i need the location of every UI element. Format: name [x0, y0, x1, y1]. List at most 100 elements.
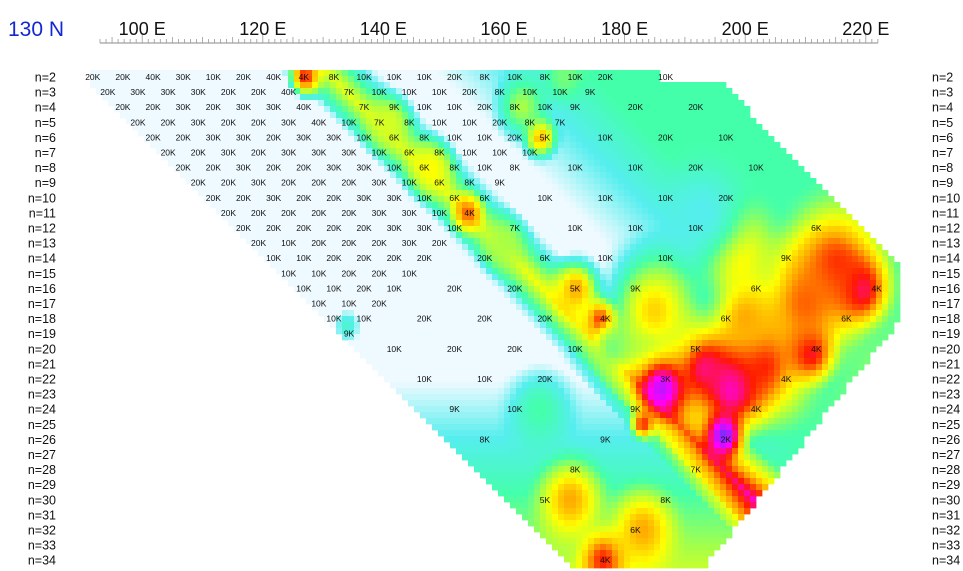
heatmap-cell — [660, 124, 667, 131]
heatmap-cell — [204, 142, 211, 149]
heatmap-cell — [306, 214, 313, 221]
heatmap-cell — [540, 70, 547, 77]
heatmap-cell — [462, 70, 469, 77]
heatmap-cell — [414, 358, 421, 365]
heatmap-cell — [606, 124, 613, 131]
heatmap-cell — [756, 334, 763, 341]
heatmap-cell — [588, 238, 595, 245]
heatmap-cell — [312, 256, 319, 263]
heatmap-cell — [714, 226, 721, 233]
heatmap-cell — [696, 160, 703, 167]
heatmap-cell — [570, 124, 577, 131]
heatmap-cell — [726, 106, 733, 113]
heatmap-cell — [864, 298, 871, 305]
heatmap-cell — [750, 130, 757, 137]
heatmap-cell — [534, 244, 541, 251]
heatmap-cell — [372, 322, 379, 329]
heatmap-cell — [300, 94, 307, 101]
heatmap-cell — [438, 310, 445, 317]
heatmap-cell — [402, 220, 409, 227]
heatmap-cell — [534, 328, 541, 335]
heatmap-cell — [420, 262, 427, 269]
heatmap-cell — [660, 340, 667, 347]
heatmap-cell — [618, 118, 625, 125]
heatmap-cell — [654, 166, 661, 173]
heatmap-cell — [306, 142, 313, 149]
heatmap-cell — [792, 214, 799, 221]
heatmap-cell — [468, 208, 475, 215]
heatmap-cell — [780, 190, 787, 197]
heatmap-cell — [690, 274, 697, 281]
heatmap-cell — [348, 172, 355, 179]
heatmap-cell — [228, 190, 235, 197]
heatmap-cell — [558, 118, 565, 125]
heatmap-cell — [780, 238, 787, 245]
heatmap-cell — [756, 226, 763, 233]
heatmap-cell — [414, 118, 421, 125]
heatmap-cell — [738, 250, 745, 257]
heatmap-cell — [696, 358, 703, 365]
heatmap-cell — [834, 214, 841, 221]
heatmap-cell — [654, 100, 661, 107]
heatmap-cell — [210, 142, 217, 149]
heatmap-cell — [762, 298, 769, 305]
heatmap-cell — [798, 322, 805, 329]
heatmap-cell — [858, 250, 865, 257]
heatmap-cell — [300, 256, 307, 263]
heatmap-cell — [846, 220, 853, 227]
heatmap-cell — [252, 166, 259, 173]
heatmap-cell — [474, 172, 481, 179]
heatmap-cell — [288, 256, 295, 263]
heatmap-cell — [660, 220, 667, 227]
heatmap-cell — [438, 262, 445, 269]
heatmap-cell — [642, 358, 649, 365]
heatmap-cell — [522, 322, 529, 329]
heatmap-cell — [432, 196, 439, 203]
heatmap-cell — [732, 160, 739, 167]
heatmap-cell — [816, 256, 823, 263]
heatmap-cell — [486, 112, 493, 119]
heatmap-cell — [360, 94, 367, 101]
heatmap-cell — [750, 268, 757, 275]
heatmap-cell — [318, 214, 325, 221]
heatmap-cell — [510, 190, 517, 197]
heatmap-cell — [162, 112, 169, 119]
heatmap-cell — [372, 220, 379, 227]
heatmap-cell — [498, 202, 505, 209]
heatmap-cell — [426, 196, 433, 203]
heatmap-cell — [594, 256, 601, 263]
heatmap-cell — [276, 202, 283, 209]
heatmap-cell — [552, 346, 559, 353]
heatmap-cell — [468, 202, 475, 209]
heatmap-cell — [450, 118, 457, 125]
heatmap-cell — [312, 94, 319, 101]
heatmap-cell — [444, 76, 451, 83]
heatmap-cell — [336, 328, 343, 335]
heatmap-cell — [672, 94, 679, 101]
heatmap-cell — [636, 274, 643, 281]
heatmap-cell — [456, 214, 463, 221]
heatmap-cell — [636, 82, 643, 89]
heatmap-cell — [204, 130, 211, 137]
heatmap-cell — [138, 94, 145, 101]
heatmap-cell — [426, 250, 433, 257]
heatmap-cell — [786, 274, 793, 281]
heatmap-cell — [426, 154, 433, 161]
heatmap-cell — [270, 142, 277, 149]
heatmap-cell — [564, 322, 571, 329]
heatmap-cell — [414, 328, 421, 335]
heatmap-cell — [768, 226, 775, 233]
heatmap-cell — [732, 292, 739, 299]
heatmap-cell — [528, 358, 535, 365]
heatmap-cell — [594, 124, 601, 131]
heatmap-cell — [486, 256, 493, 263]
heatmap-cell — [756, 256, 763, 263]
heatmap-cell — [474, 238, 481, 245]
heatmap-cell — [582, 256, 589, 263]
heatmap-cell — [276, 100, 283, 107]
heatmap-cell — [276, 256, 283, 263]
heatmap-cell — [228, 178, 235, 185]
heatmap-cell — [456, 208, 463, 215]
heatmap-cell — [540, 310, 547, 317]
heatmap-cell — [858, 310, 865, 317]
